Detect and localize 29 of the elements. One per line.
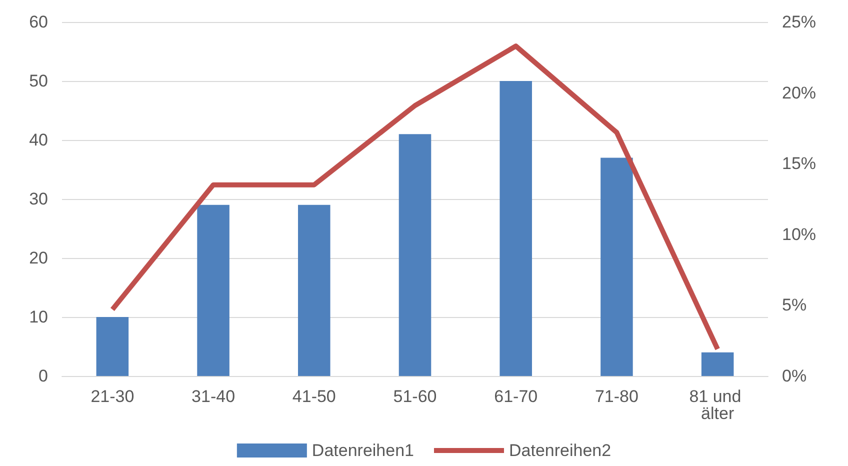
y2-tick-label: 15% — [782, 154, 816, 174]
bar — [500, 81, 532, 376]
x-tick-label: 81 und älter — [689, 387, 746, 423]
x-tick-label: 31-40 — [192, 387, 236, 406]
x-tick-label: 41-50 — [292, 387, 336, 406]
y2-tick-label: 25% — [782, 12, 816, 32]
bar — [701, 352, 734, 376]
y2-tick-label: 0% — [782, 366, 807, 386]
bar — [600, 158, 633, 376]
y2-tick-label: 5% — [782, 296, 807, 315]
y-tick-label: 50 — [29, 72, 48, 90]
y-tick-label: 40 — [29, 130, 48, 150]
y2-tick-label: 20% — [782, 83, 816, 102]
bar — [96, 317, 129, 376]
y-tick-label: 30 — [29, 190, 48, 208]
y2-tick-label: 10% — [782, 224, 816, 244]
y-tick-label: 60 — [29, 12, 48, 32]
bar — [398, 134, 432, 376]
legend-label: Datenreihen2 — [509, 441, 612, 460]
bar — [298, 204, 330, 376]
x-tick-label: 61-70 — [494, 387, 538, 406]
x-tick-label: 71-80 — [594, 387, 638, 406]
x-tick-label: 51-60 — [393, 387, 437, 406]
y-tick-label: 10 — [29, 308, 48, 326]
legend-label: Datenreihen1 — [312, 441, 414, 460]
y-tick-label: 0 — [38, 366, 48, 386]
x-tick-label: 21-30 — [90, 387, 134, 406]
bar — [197, 204, 230, 376]
y-tick-label: 20 — [29, 248, 48, 268]
